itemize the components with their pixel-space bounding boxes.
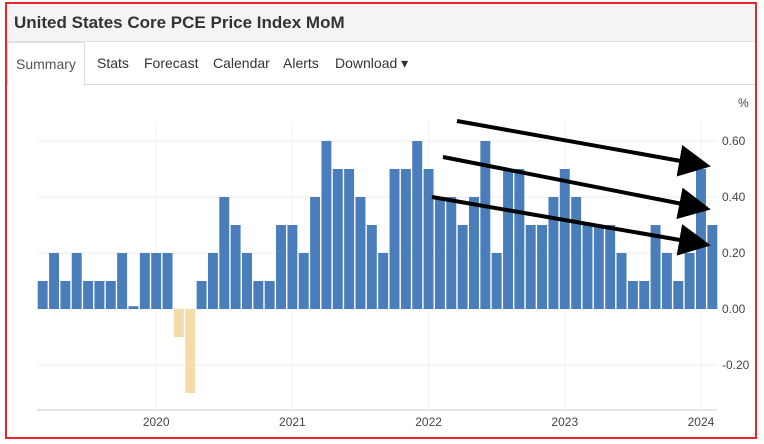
bar: [185, 309, 196, 393]
bar: [537, 225, 548, 309]
trend-arrow: [456, 119, 711, 177]
bar: [605, 225, 616, 309]
bar: [378, 253, 389, 309]
bar: [60, 281, 71, 309]
bar: [37, 281, 48, 309]
bar: [71, 253, 82, 309]
bar: [446, 197, 457, 309]
bar: [434, 197, 445, 309]
title-bar: United States Core PCE Price Index MoM: [7, 4, 755, 42]
bar: [423, 169, 434, 309]
trend-arrow: [431, 195, 711, 256]
bar: [491, 253, 502, 309]
y-tick-label: 0.60: [722, 134, 746, 148]
tab-stats[interactable]: Stats: [97, 55, 129, 71]
bar: [559, 169, 570, 309]
bar: [230, 225, 241, 309]
page-title: United States Core PCE Price Index MoM: [14, 13, 345, 32]
bar: [548, 197, 559, 309]
bar: [366, 225, 377, 309]
bar: [196, 281, 207, 309]
bar: [219, 197, 230, 309]
bar: [151, 253, 162, 309]
x-tick-label: 2020: [143, 415, 170, 429]
y-unit-label: %: [738, 96, 749, 110]
bar: [162, 253, 173, 309]
bar: [616, 253, 627, 309]
x-tick-label: 2021: [279, 415, 306, 429]
bar: [139, 253, 150, 309]
y-tick-label: 0.40: [722, 190, 746, 204]
trend-arrows: [431, 119, 711, 256]
bar: [469, 197, 479, 309]
bar: [650, 225, 661, 309]
bar: [173, 309, 184, 337]
x-tick-label: 2022: [415, 415, 442, 429]
bar: [264, 281, 275, 309]
bar: [673, 281, 684, 309]
bar: [525, 225, 536, 309]
y-tick-label: -0.20: [722, 358, 750, 372]
bar: [514, 169, 525, 309]
bar: [128, 306, 139, 309]
y-tick-label: 0.00: [722, 302, 746, 316]
tab-calendar[interactable]: Calendar: [213, 55, 270, 71]
highlight-border: [5, 2, 757, 439]
bar: [242, 253, 252, 309]
bar: [332, 169, 343, 309]
bar: [627, 281, 638, 309]
bar: [105, 281, 116, 309]
bar: [457, 225, 468, 309]
bar: [412, 141, 423, 309]
x-tick-label: 2023: [551, 415, 578, 429]
bar: [287, 225, 298, 309]
bar: [480, 141, 491, 309]
bar: [49, 253, 59, 309]
bar: [253, 281, 264, 309]
bar: [639, 281, 650, 309]
tab-alerts[interactable]: Alerts: [283, 55, 319, 71]
bar: [310, 197, 321, 309]
x-tick-label: 2024: [688, 415, 715, 429]
bar: [684, 253, 695, 309]
bar: [661, 253, 672, 309]
trend-arrow: [442, 155, 711, 220]
bar: [298, 253, 309, 309]
y-tick-label: 0.20: [722, 246, 746, 260]
bar: [400, 169, 411, 309]
bar: [707, 225, 718, 309]
bar: [83, 281, 94, 309]
bar: [117, 253, 128, 309]
bar: [344, 169, 355, 309]
bar: [503, 169, 513, 309]
bar: [571, 197, 582, 309]
bar: [355, 197, 366, 309]
tab-forecast[interactable]: Forecast: [144, 55, 199, 71]
tab-bar: Summary Stats Forecast Calendar Alerts D…: [7, 42, 755, 86]
bar: [593, 225, 604, 309]
bar: [94, 281, 105, 309]
bar: [582, 225, 593, 309]
tab-summary[interactable]: Summary: [7, 42, 85, 86]
bar: [276, 225, 286, 309]
bar: [207, 253, 218, 309]
bar: [321, 141, 332, 309]
tab-download[interactable]: Download ▾: [335, 55, 409, 71]
bar: [389, 169, 400, 309]
